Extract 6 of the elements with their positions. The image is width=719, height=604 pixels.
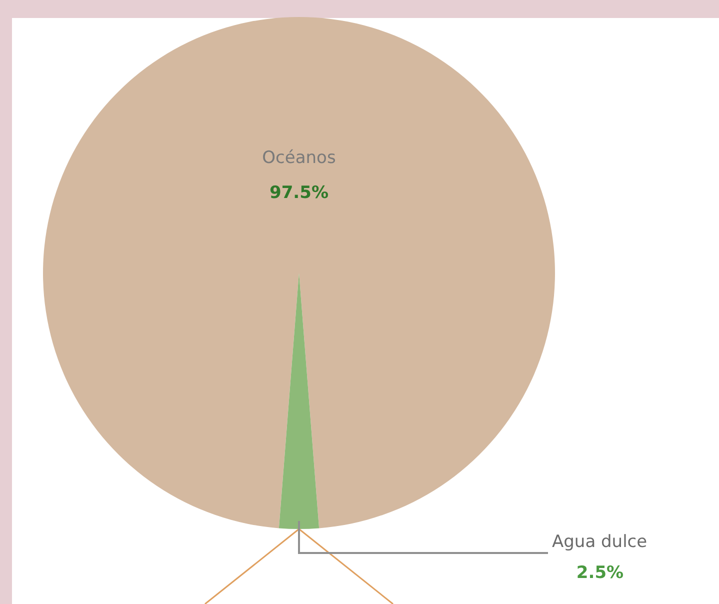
data-label: 97.5% <box>270 183 328 203</box>
slice-label: Océanos <box>262 148 336 168</box>
pie-slice <box>43 17 555 528</box>
pie-slice <box>278 273 320 529</box>
data-label: 2.5% <box>576 563 624 583</box>
slice-label: Agua dulce <box>552 532 648 552</box>
